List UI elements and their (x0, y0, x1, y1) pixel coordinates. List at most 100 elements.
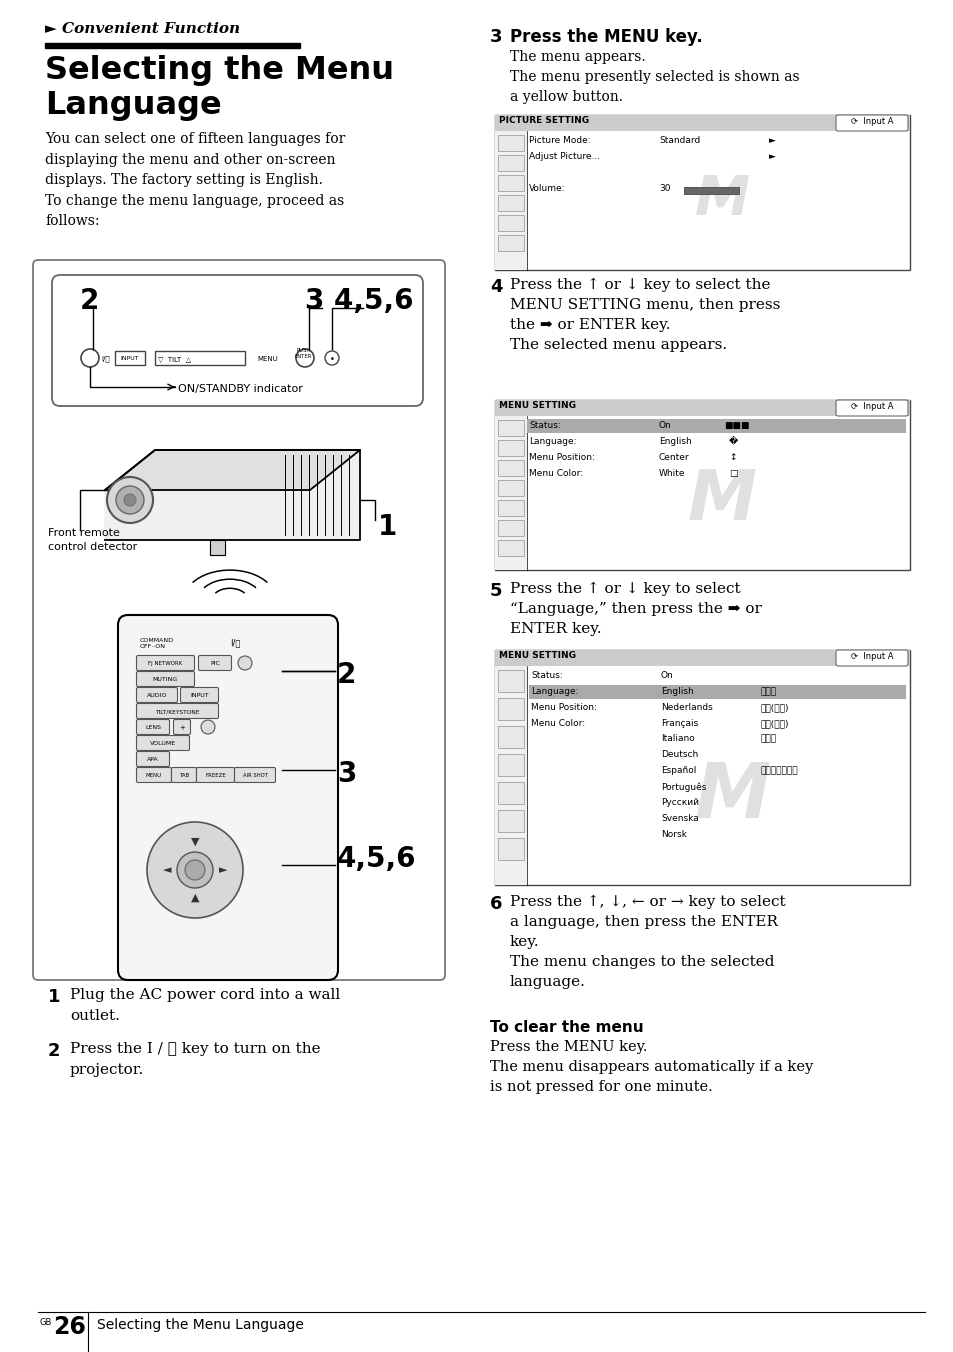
Text: control detector: control detector (48, 542, 137, 552)
Bar (497, 135, 523, 151)
Text: 5: 5 (490, 581, 502, 600)
Text: Language:: Language: (531, 687, 578, 696)
Bar (497, 539, 523, 556)
Circle shape (237, 656, 252, 671)
Text: ► Convenient Function: ► Convenient Function (45, 22, 240, 37)
FancyBboxPatch shape (835, 400, 907, 416)
Text: PUSH: PUSH (296, 347, 311, 353)
Text: Press the ↑ or ↓ key to select the
MENU SETTING menu, then press
the ➡ or ENTER : Press the ↑ or ↓ key to select the MENU … (510, 279, 780, 353)
Text: Front remote: Front remote (48, 529, 120, 538)
Text: TILT/KEYSTONE: TILT/KEYSTONE (155, 708, 199, 714)
Circle shape (201, 721, 214, 734)
Text: MENU SETTING: MENU SETTING (498, 652, 576, 660)
Bar (497, 420, 523, 435)
Text: Menu Color:: Menu Color: (531, 719, 584, 727)
Bar (497, 215, 523, 231)
Text: Menu Color:: Menu Color: (529, 469, 582, 479)
FancyBboxPatch shape (835, 650, 907, 667)
Bar (497, 671, 523, 692)
Text: Italiano: Italiano (660, 734, 694, 744)
Text: ■■■: ■■■ (723, 420, 749, 430)
Text: 3: 3 (490, 28, 502, 46)
Text: I/⏻: I/⏻ (101, 356, 110, 362)
FancyBboxPatch shape (52, 274, 422, 406)
Text: INPUT: INPUT (121, 357, 139, 361)
Text: Language: Language (45, 91, 221, 120)
Text: On: On (660, 671, 673, 680)
FancyBboxPatch shape (172, 768, 196, 783)
Text: 3: 3 (336, 760, 356, 788)
Text: The menu appears.
The menu presently selected is shown as
a yellow button.: The menu appears. The menu presently sel… (510, 50, 799, 104)
Text: Standard: Standard (659, 137, 700, 145)
Bar (495, 115, 909, 270)
Bar (495, 400, 909, 571)
Text: 4: 4 (490, 279, 502, 296)
Bar (497, 195, 523, 211)
Text: Volume:: Volume: (529, 184, 565, 193)
Text: M: M (687, 466, 756, 534)
Text: APA: APA (147, 757, 159, 763)
Circle shape (185, 860, 205, 880)
Text: 한국어: 한국어 (760, 734, 777, 744)
Bar (497, 155, 523, 170)
Text: Menu Position:: Menu Position: (531, 703, 597, 713)
Circle shape (124, 493, 136, 506)
Bar (497, 439, 523, 456)
Text: Press the ↑, ↓, ← or → key to select
a language, then press the ENTER
key.
The m: Press the ↑, ↓, ← or → key to select a l… (510, 895, 785, 990)
Text: MENU SETTING: MENU SETTING (498, 402, 576, 410)
Text: Language:: Language: (529, 437, 576, 446)
Text: MUTING: MUTING (152, 677, 178, 681)
Bar (529, 685, 905, 699)
FancyBboxPatch shape (136, 672, 194, 687)
Text: Français: Français (660, 719, 698, 727)
Text: ▽  TILT  △: ▽ TILT △ (158, 356, 191, 362)
Circle shape (107, 477, 152, 523)
Polygon shape (105, 450, 359, 489)
Polygon shape (105, 450, 359, 539)
FancyBboxPatch shape (835, 115, 907, 131)
FancyBboxPatch shape (136, 752, 170, 767)
Text: Status:: Status: (529, 420, 560, 430)
FancyBboxPatch shape (136, 719, 170, 734)
Text: Español: Español (660, 767, 696, 775)
Bar (495, 650, 909, 667)
Text: FJ NETWORK: FJ NETWORK (149, 661, 182, 667)
Bar (526, 419, 905, 433)
Text: □: □ (728, 469, 737, 479)
FancyBboxPatch shape (234, 768, 275, 783)
Text: White: White (659, 469, 685, 479)
Text: ▲: ▲ (191, 894, 199, 903)
Text: 1: 1 (377, 512, 396, 541)
FancyBboxPatch shape (173, 719, 191, 734)
Bar (495, 667, 526, 886)
Text: •: • (329, 354, 335, 364)
Text: PICTURE SETTING: PICTURE SETTING (498, 116, 589, 124)
Text: TAB: TAB (178, 773, 189, 777)
Bar (497, 521, 523, 535)
Bar (495, 115, 909, 131)
Text: Norsk: Norsk (660, 830, 686, 840)
Text: 6: 6 (490, 895, 502, 913)
Text: Status:: Status: (531, 671, 562, 680)
Text: INPUT: INPUT (190, 694, 209, 698)
Text: COMMAND
OFF··ON: COMMAND OFF··ON (140, 638, 173, 649)
Text: MENU: MENU (256, 356, 277, 362)
Bar (497, 754, 523, 776)
Text: ◄: ◄ (163, 865, 172, 875)
Bar (497, 698, 523, 721)
Circle shape (295, 349, 314, 366)
FancyBboxPatch shape (136, 735, 190, 750)
Bar (115, 352, 145, 365)
Bar (495, 131, 526, 270)
Text: ⟳  Input A: ⟳ Input A (850, 652, 892, 661)
Bar (497, 500, 523, 516)
Bar (154, 352, 245, 365)
Text: To clear the menu: To clear the menu (490, 1019, 643, 1036)
Text: GB: GB (40, 1318, 52, 1328)
Text: Selecting the Menu Language: Selecting the Menu Language (97, 1318, 304, 1332)
Text: 3 4,5,6: 3 4,5,6 (305, 287, 413, 315)
FancyBboxPatch shape (118, 615, 337, 980)
Text: M: M (693, 760, 769, 834)
FancyBboxPatch shape (180, 688, 218, 703)
Text: 2: 2 (80, 287, 99, 315)
